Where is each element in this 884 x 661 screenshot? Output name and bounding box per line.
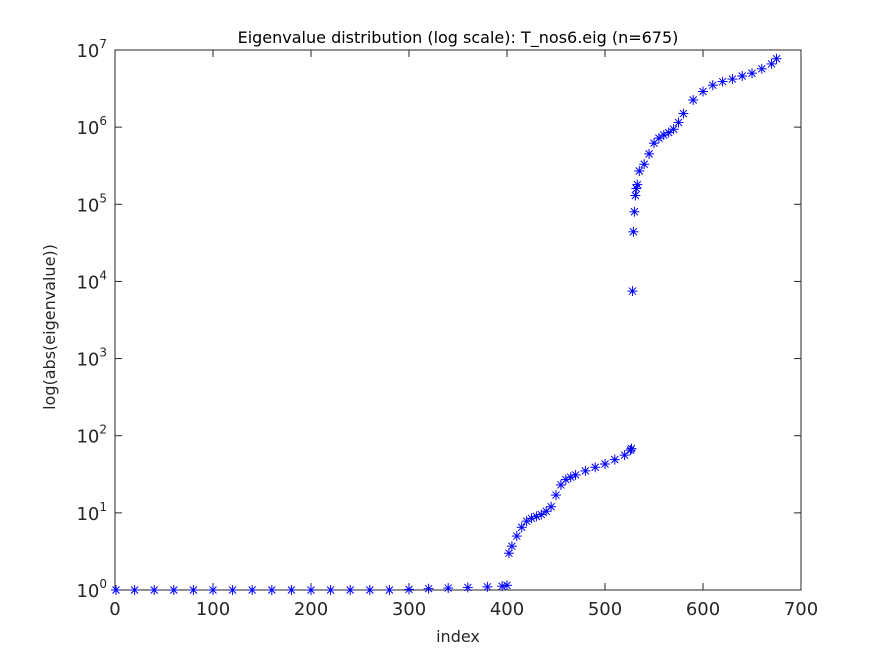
y-axis-ticks: 100 101 102 103 104 105 106 107 — [76, 37, 801, 602]
data-point — [634, 166, 645, 177]
y-axis-label: log(abs(eigenvalue)) — [40, 244, 59, 410]
data-point — [110, 585, 121, 595]
data-point — [208, 585, 218, 595]
x-tick-label: 600 — [686, 599, 720, 620]
y-tick-label: 107 — [76, 37, 107, 62]
data-point — [580, 465, 591, 476]
data-point — [756, 63, 767, 74]
data-point — [325, 585, 336, 595]
y-tick-label: 102 — [76, 423, 107, 448]
data-point — [688, 94, 699, 105]
x-tick-label: 100 — [196, 599, 230, 620]
data-point — [727, 74, 738, 85]
data-point — [644, 148, 655, 159]
data-point — [668, 124, 679, 135]
data-point — [673, 117, 684, 128]
data-point — [511, 531, 522, 542]
data-point — [629, 206, 640, 217]
y-tick-label: 105 — [76, 191, 107, 216]
data-point — [590, 462, 601, 473]
y-tick-label: 100 — [76, 577, 107, 602]
x-axis-label: index — [436, 627, 480, 646]
data-point — [546, 501, 557, 512]
data-point — [551, 490, 561, 501]
data-point — [306, 585, 316, 595]
data-point — [737, 71, 748, 82]
data-point — [521, 516, 532, 527]
data-points — [110, 53, 782, 595]
data-point — [619, 450, 630, 461]
axes-frame — [114, 49, 802, 591]
data-point — [423, 583, 434, 594]
y-tick-label: 106 — [76, 114, 107, 139]
data-point — [747, 68, 757, 79]
data-point — [149, 585, 160, 595]
x-tick-label: 500 — [588, 599, 622, 620]
data-point — [345, 585, 356, 595]
data-point — [364, 585, 375, 595]
data-point — [698, 86, 708, 97]
data-point — [609, 454, 620, 465]
data-point — [266, 585, 277, 595]
data-point — [286, 585, 297, 595]
data-point — [630, 190, 641, 201]
x-tick-label: 700 — [784, 599, 818, 620]
plot-area — [114, 49, 802, 591]
x-tick-label: 300 — [392, 599, 426, 620]
y-tick-label: 101 — [76, 500, 107, 525]
y-tick-label: 103 — [76, 346, 107, 371]
chart-title: Eigenvalue distribution (log scale): T_n… — [238, 28, 679, 48]
data-point — [626, 443, 637, 454]
data-point — [707, 80, 718, 91]
x-tick-label: 0 — [109, 599, 120, 620]
data-point — [503, 548, 514, 559]
data-point — [628, 226, 639, 237]
data-point — [462, 582, 473, 593]
data-point — [627, 286, 638, 297]
data-point — [678, 108, 689, 119]
data-point — [600, 458, 610, 469]
data-point — [502, 580, 512, 591]
data-point — [717, 76, 728, 87]
data-point — [247, 585, 258, 595]
x-axis-ticks: 0 100 200 300 400 500 600 700 — [109, 50, 818, 620]
data-point — [443, 583, 454, 594]
data-point — [560, 474, 571, 485]
data-point — [506, 541, 517, 552]
data-point — [632, 179, 643, 190]
data-point — [482, 581, 493, 592]
data-point — [129, 585, 140, 595]
data-point — [639, 159, 650, 170]
data-point — [227, 585, 238, 595]
x-tick-label: 400 — [490, 599, 524, 620]
data-point — [384, 585, 395, 595]
data-point — [168, 585, 179, 595]
data-point — [404, 584, 414, 595]
data-point — [771, 53, 782, 64]
x-tick-label: 200 — [294, 599, 328, 620]
data-point — [188, 585, 199, 595]
data-point — [516, 522, 527, 533]
y-tick-label: 104 — [76, 268, 107, 293]
data-point — [570, 469, 581, 480]
